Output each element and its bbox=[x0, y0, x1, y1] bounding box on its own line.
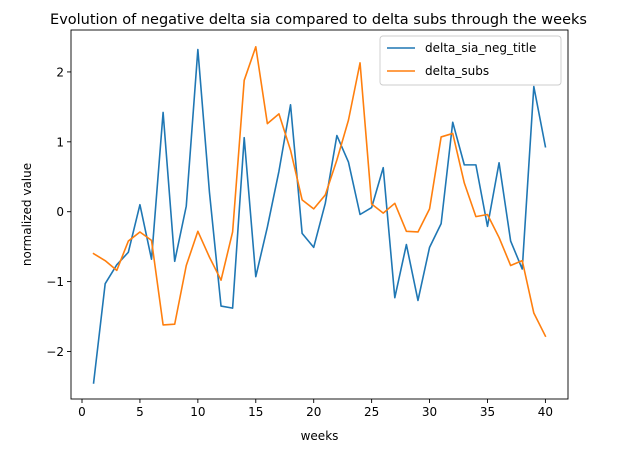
x-tick-label: 25 bbox=[364, 405, 379, 419]
chart-title: Evolution of negative delta sia compared… bbox=[50, 12, 587, 28]
x-axis: 0 5 10 15 20 25 30 35 40 bbox=[78, 399, 553, 419]
legend-label-delta-sia-neg-title: delta_sia_neg_title bbox=[425, 41, 536, 55]
y-tick-label: 2 bbox=[56, 65, 64, 79]
y-tick-label: 0 bbox=[56, 205, 64, 219]
series-line-delta-subs bbox=[92, 45, 547, 338]
series-line-delta-sia-neg-title bbox=[92, 48, 547, 384]
x-tick-label: 35 bbox=[480, 405, 495, 419]
legend-label-delta-subs: delta_subs bbox=[425, 64, 489, 78]
x-tick-label: 0 bbox=[78, 405, 86, 419]
y-axis-label: normalized value bbox=[20, 163, 34, 266]
y-axis: −2 −1 0 1 2 bbox=[46, 65, 71, 359]
x-tick-label: 20 bbox=[306, 405, 321, 419]
y-tick-label: −1 bbox=[46, 275, 64, 289]
y-tick-label: 1 bbox=[56, 135, 64, 149]
series-layer bbox=[92, 45, 547, 384]
legend-box bbox=[379, 35, 562, 86]
x-tick-label: 15 bbox=[248, 405, 263, 419]
x-tick-label: 10 bbox=[190, 405, 205, 419]
x-tick-label: 30 bbox=[422, 405, 437, 419]
legend: delta_sia_neg_title delta_subs bbox=[379, 35, 562, 86]
y-tick-label: −2 bbox=[46, 345, 64, 359]
x-axis-label: weeks bbox=[301, 429, 339, 443]
x-tick-label: 5 bbox=[136, 405, 144, 419]
x-tick-label: 40 bbox=[538, 405, 553, 419]
plot-frame bbox=[70, 29, 569, 400]
